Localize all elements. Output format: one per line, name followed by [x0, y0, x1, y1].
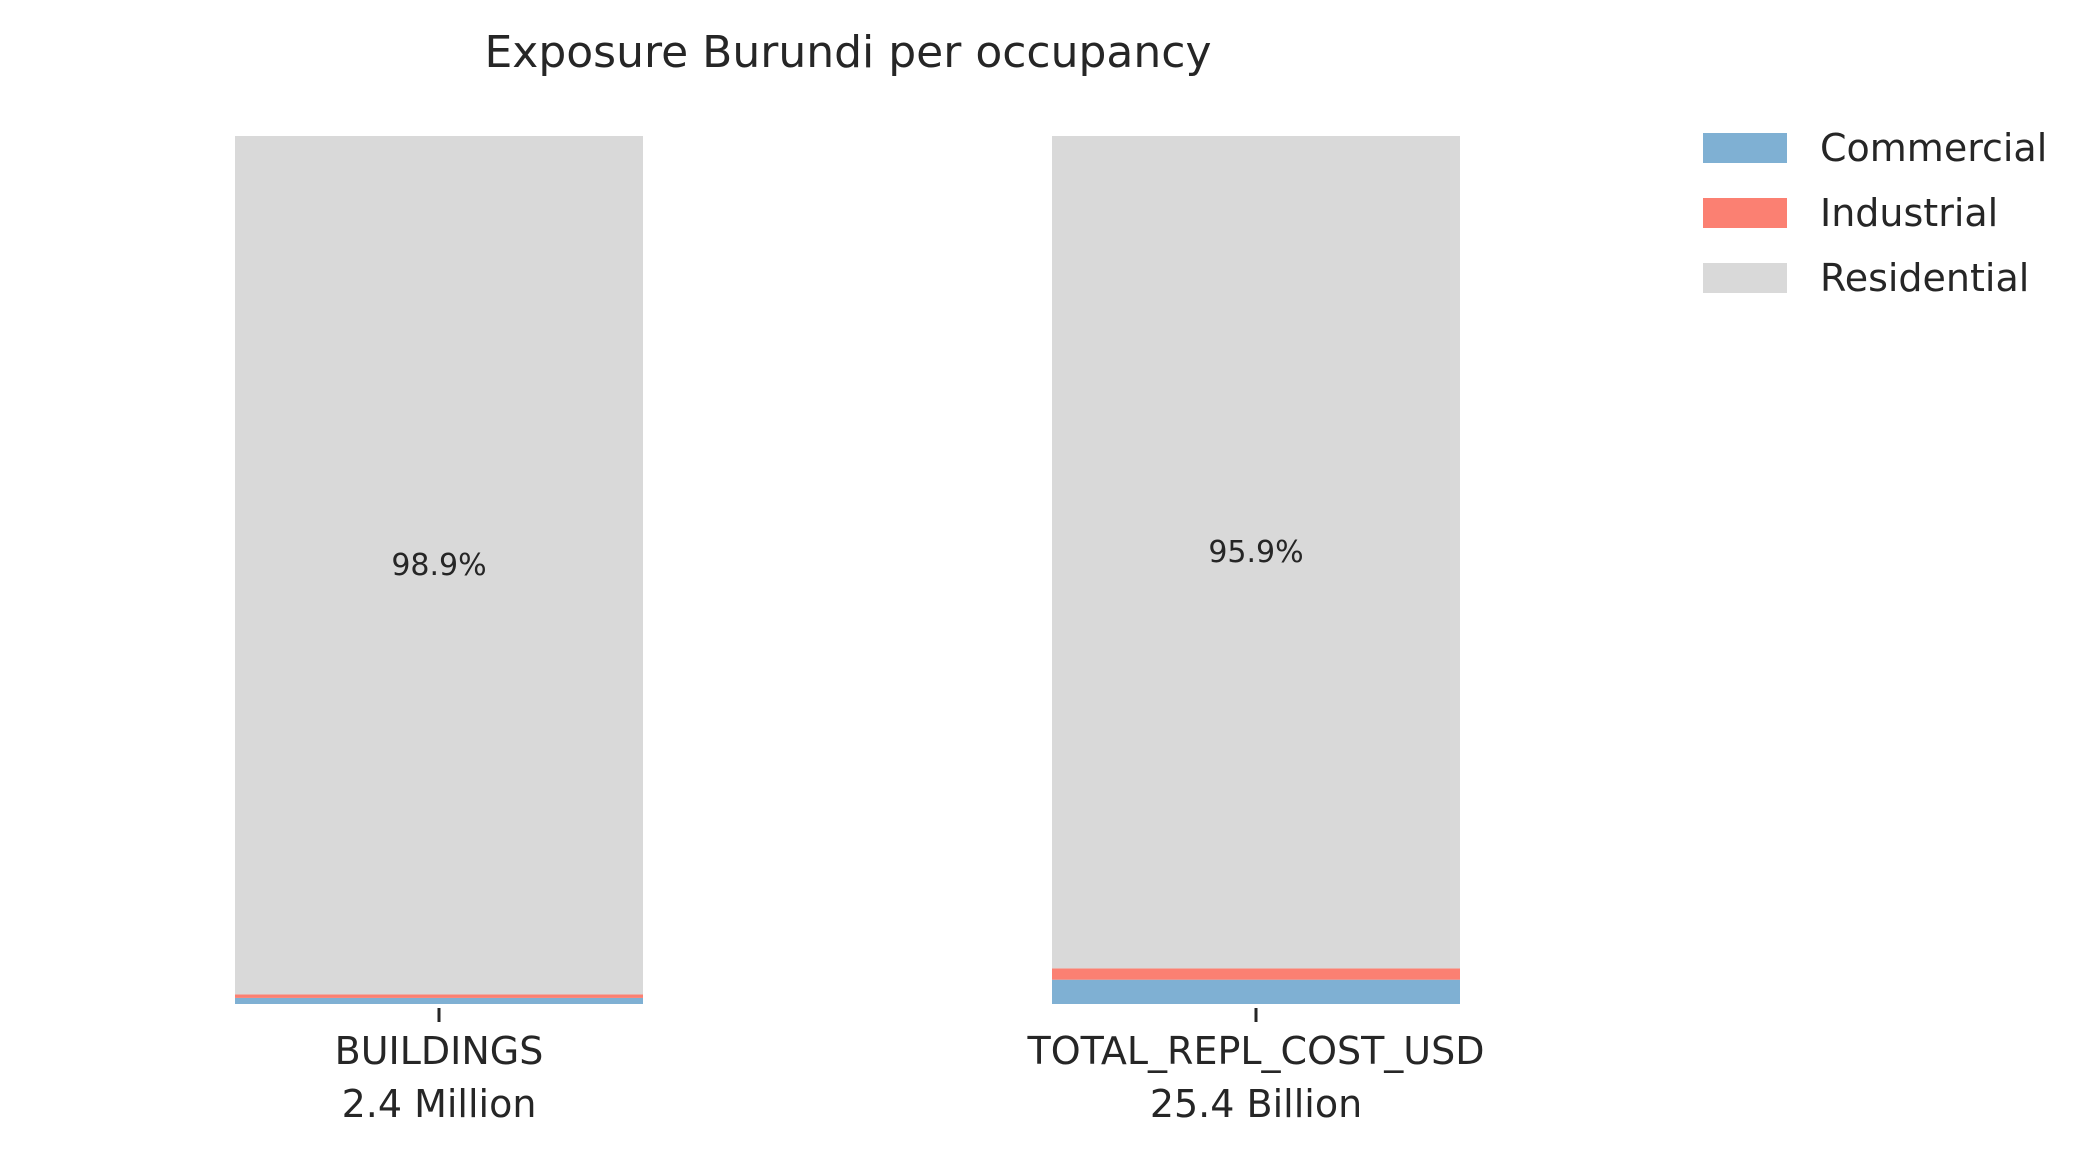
legend-label-residential: Residential: [1820, 256, 2029, 300]
bar-buildings-residential: [235, 136, 643, 995]
chart-title: Exposure Burundi per occupancy: [484, 27, 1211, 78]
legend-swatch-commercial: [1703, 133, 1787, 163]
legend-swatch-residential: [1703, 263, 1787, 293]
legend-swatch-industrial: [1703, 198, 1787, 228]
x-axis: BUILDINGS 2.4 Million TOTAL_REPL_COST_USD 2…: [335, 1008, 1485, 1126]
labels-layer: 98.9% 95.9%: [391, 535, 1303, 583]
x-tick-label-total-repl-cost-usd: TOTAL_REPL_COST_USD: [1026, 1029, 1484, 1073]
legend-item-commercial: Commercial: [1703, 126, 2047, 170]
x-tick-total-buildings: 2.4 Million: [342, 1082, 537, 1126]
legend: Commercial Industrial Residential: [1703, 126, 2047, 300]
data-label-buildings: 98.9%: [391, 548, 486, 583]
data-label-total-repl-cost-usd: 95.9%: [1208, 535, 1303, 570]
legend-label-commercial: Commercial: [1820, 126, 2047, 170]
x-tick-label-buildings: BUILDINGS: [335, 1029, 544, 1073]
bar-buildings-commercial: [235, 997, 643, 1004]
legend-label-industrial: Industrial: [1820, 191, 1998, 235]
bar-buildings-industrial: [235, 994, 643, 998]
bar-total-repl-cost-usd-commercial: [1052, 979, 1460, 1004]
x-tick-total-total-repl-cost-usd: 25.4 Billion: [1150, 1082, 1362, 1126]
bar-total-repl-cost-usd-industrial: [1052, 968, 1460, 980]
bar-total-repl-cost-usd-residential: [1052, 136, 1460, 969]
legend-item-residential: Residential: [1703, 256, 2029, 300]
bars-layer: [235, 136, 1460, 1004]
legend-item-industrial: Industrial: [1703, 191, 1998, 235]
